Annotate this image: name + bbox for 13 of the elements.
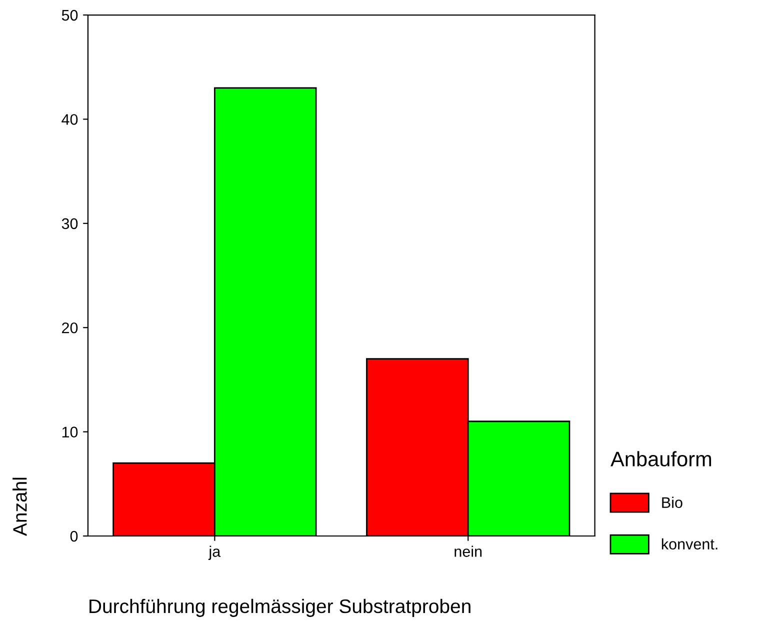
x-axis-title: Durchführung regelmässiger Substratproben	[90, 598, 470, 617]
y-tick-label: 0	[70, 530, 78, 542]
y-tick-label: 50	[62, 10, 78, 21]
y-tick-label: 10	[62, 426, 78, 438]
x-tick-label: nein	[454, 546, 482, 557]
y-tick-label: 40	[62, 114, 78, 125]
y-axis-title: Anzahl	[12, 478, 27, 536]
x-tick-label: ja	[208, 546, 221, 560]
legend-label: Bio	[662, 496, 682, 508]
y-tick-label: 30	[62, 218, 78, 230]
legend-title: Anbauform	[610, 451, 712, 466]
legend-label: konvent.	[662, 538, 718, 550]
y-tick-label: 20	[62, 322, 78, 334]
